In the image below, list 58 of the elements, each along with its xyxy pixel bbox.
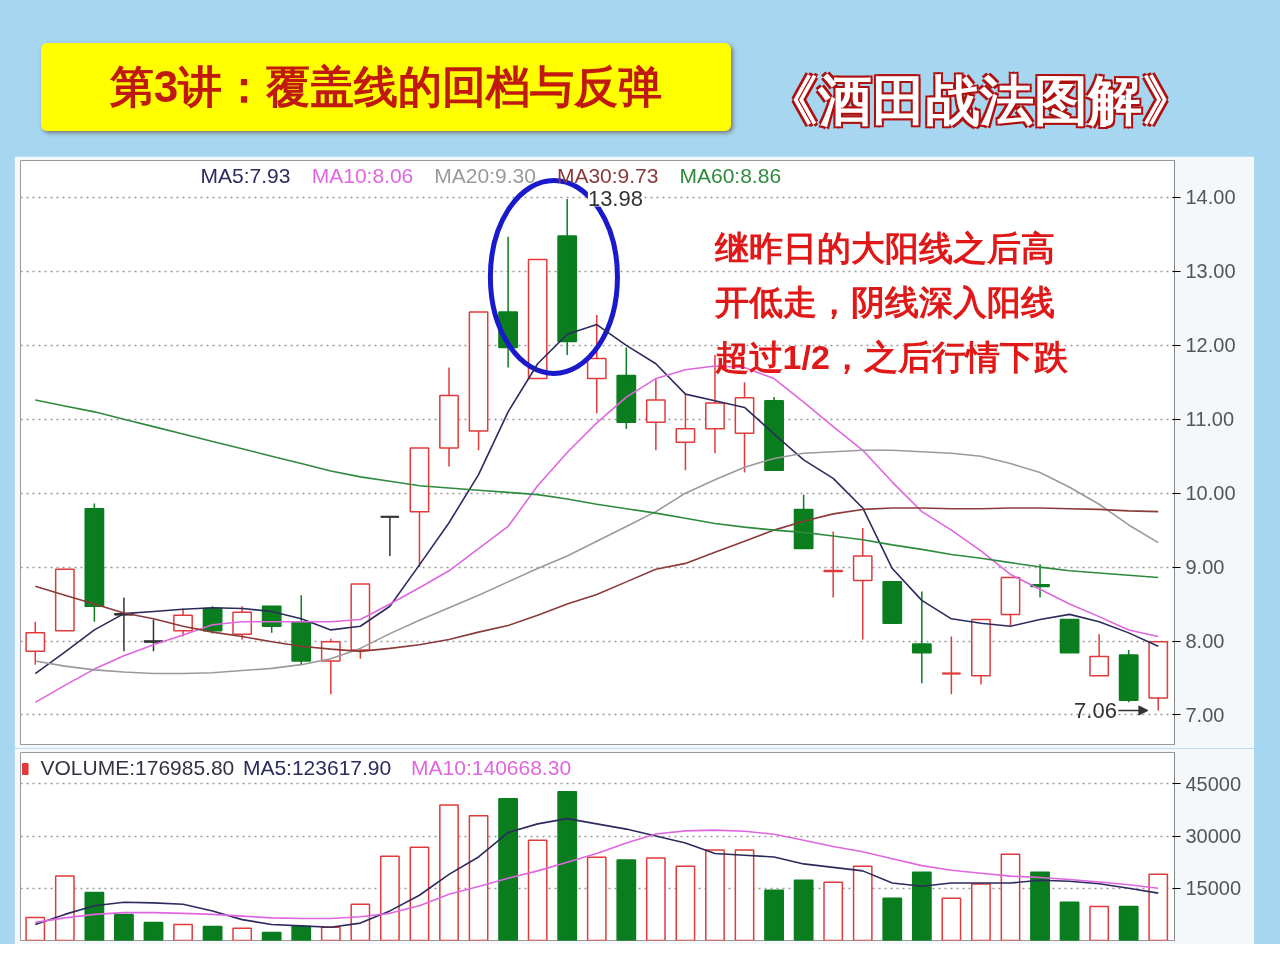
chart-title: 第3讲：覆盖线的回档与反弹 <box>41 43 731 131</box>
candlestick <box>143 618 164 653</box>
bar <box>202 925 223 941</box>
y-tick-label: 12.00 <box>1185 334 1236 357</box>
bar <box>114 913 134 941</box>
y-tick-label: 9.00 <box>1185 556 1225 579</box>
bar <box>764 889 784 941</box>
candlestick <box>1089 633 1110 677</box>
bar <box>261 931 282 941</box>
text: MA30:9.73 <box>556 163 659 187</box>
y-tick-label: 8.00 <box>1185 630 1225 653</box>
bar <box>882 897 903 941</box>
candlestick <box>675 393 696 471</box>
line-series <box>34 449 1160 675</box>
text: MA5:123617.90 <box>242 755 392 779</box>
bar <box>793 879 814 941</box>
y-tick-label: 11.00 <box>1185 408 1235 431</box>
line-series <box>34 829 1160 924</box>
bar <box>1118 905 1139 941</box>
bar <box>1030 871 1050 941</box>
annotation: 超过1/2，之后行情下跌 <box>713 337 1069 376</box>
text: MA10:8.06 <box>311 163 414 187</box>
line-series <box>34 323 1160 675</box>
annotation: 7.06 <box>1074 697 1117 723</box>
bar <box>616 859 637 941</box>
text: MA5:7.93 <box>200 163 291 187</box>
candlestick <box>911 590 932 684</box>
bar <box>498 798 519 941</box>
chart-subtitle: 《酒田战法图解》 <box>764 70 1196 133</box>
annotation: 继昨日的大阳线之后高 <box>713 229 1055 268</box>
line-series <box>34 399 1160 579</box>
y-tick-label: 30000 <box>1185 825 1242 848</box>
legend-label: VOLUME:176985.80 <box>40 755 235 779</box>
y-tick-label: 14.00 <box>1185 186 1236 209</box>
bar <box>911 871 932 941</box>
bar <box>143 921 164 941</box>
y-tick-label: 15000 <box>1185 877 1242 900</box>
annotation: 13.98 <box>587 186 643 212</box>
y-tick-label: 45000 <box>1185 772 1242 795</box>
candlestick <box>25 621 46 666</box>
bar <box>291 925 312 941</box>
y-tick-label: 10.00 <box>1185 482 1236 505</box>
text: MA60:8.86 <box>679 163 782 187</box>
candlestick <box>941 635 962 695</box>
bar <box>1059 901 1080 941</box>
candlestick <box>379 515 401 557</box>
line-series <box>34 817 1160 929</box>
y-tick-label: 7.00 <box>1185 703 1225 726</box>
candlestick <box>586 314 607 415</box>
bar <box>557 791 578 941</box>
y-tick-label: 13.00 <box>1185 260 1236 283</box>
text: MA10:140668.30 <box>411 755 572 779</box>
text: MA20:9.30 <box>434 163 536 187</box>
bar <box>84 891 105 941</box>
candlestick <box>173 607 193 638</box>
annotation: 开低走，阴线深入阳线 <box>713 283 1055 322</box>
candlestick <box>645 377 666 452</box>
candlestick <box>232 605 253 641</box>
